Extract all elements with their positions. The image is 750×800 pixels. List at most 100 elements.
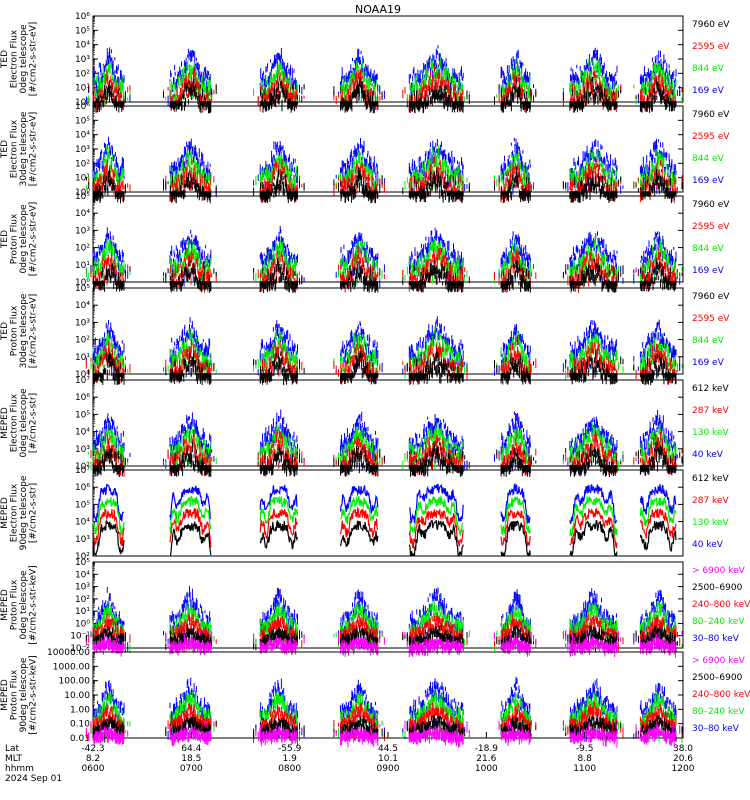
y-tick-label: 10⁻¹ xyxy=(70,632,90,642)
trace-4-4 xyxy=(404,720,470,748)
trace-7-0 xyxy=(639,484,677,516)
y-axis-label-line: TED xyxy=(0,322,10,341)
x-tick-mlt: 10.1 xyxy=(378,754,398,764)
y-axis-label-line: Proton Flux xyxy=(9,213,19,264)
y-axis-label: MEPEDElectron Flux0deg telescope[#/cm2-s… xyxy=(0,388,38,458)
trace-0-3 xyxy=(88,351,126,385)
legend-entry: 287 keV xyxy=(692,496,729,506)
trace-1-4 xyxy=(169,720,215,747)
trace-1-1 xyxy=(169,494,212,534)
y-axis-label: TEDElectron Flux30deg telescope[#/cm2-s-… xyxy=(0,111,38,186)
legend-entry: 80–240 keV xyxy=(692,617,745,627)
y-axis-label: TEDElectron Flux0deg telescope[#/cm2-s-s… xyxy=(0,22,38,97)
y-axis-label: MEPEDProton Flux0deg telescope[#/cm2-s-s… xyxy=(0,565,38,644)
y-tick-label: 10¹ xyxy=(75,84,90,94)
x-tick-lat: -42.3 xyxy=(81,744,104,754)
x-tick-mlt: 21.6 xyxy=(476,754,496,764)
trace-4-1 xyxy=(408,495,464,537)
y-tick-label: 10² xyxy=(75,244,90,254)
trace-3-4 xyxy=(333,722,381,748)
legend-entry: 30–80 keV xyxy=(692,724,740,734)
legend-entry: 240–800 keV xyxy=(692,690,750,700)
trace-6-4 xyxy=(562,630,622,658)
y-axis-label-line: 30deg telescope xyxy=(19,111,29,186)
x-tick-lat: -9.5 xyxy=(576,744,594,754)
trace-0-4 xyxy=(85,634,126,657)
legend-entry: 2595 eV xyxy=(692,222,730,232)
legend-entry: 2595 eV xyxy=(692,132,730,142)
trace-4-3 xyxy=(408,520,464,557)
y-axis-label-line: MEPED xyxy=(0,407,10,439)
y-axis-label-line: Electron Flux xyxy=(9,119,19,178)
y-axis-label-line: Electron Flux xyxy=(9,393,19,452)
trace-7-3 xyxy=(635,168,683,204)
y-tick-label: 10³ xyxy=(75,535,90,545)
trace-2-3 xyxy=(259,520,299,550)
legend-entry: 2595 eV xyxy=(692,314,730,324)
panel-frame xyxy=(92,287,684,375)
legend-entry: 2500–6900 xyxy=(692,673,743,683)
legend-entry: > 6900 keV xyxy=(692,656,746,666)
trace-1-0 xyxy=(169,485,212,521)
panel-frame xyxy=(92,195,684,283)
y-tick-label: 10⁶ xyxy=(75,483,90,493)
trace-5-3 xyxy=(494,355,534,385)
legend-entry: 80–240 keV xyxy=(692,707,745,717)
y-tick-label: 10⁴ xyxy=(75,518,90,528)
x-tick-mlt: 8.2 xyxy=(86,754,100,764)
trace-5-0 xyxy=(500,482,531,524)
y-tick-label: 10⁴ xyxy=(75,301,90,311)
trace-3-4 xyxy=(338,632,385,657)
legend-entry: 844 eV xyxy=(692,154,725,164)
y-axis-label-line: TED xyxy=(0,50,10,69)
trace-7-2 xyxy=(639,508,677,539)
y-tick-label: 1.00 xyxy=(70,705,90,715)
x-tick-hhmm: 1000 xyxy=(475,764,498,774)
y-tick-label: 10² xyxy=(75,159,90,169)
y-axis-label-line: TED xyxy=(0,140,10,159)
trace-4-3 xyxy=(404,348,468,385)
panel-frame xyxy=(92,469,684,557)
y-tick-label: 10⁵ xyxy=(75,558,90,568)
y-axis-label-line: Proton Flux xyxy=(9,305,19,356)
trace-7-1 xyxy=(639,496,677,527)
y-tick-label: 10³ xyxy=(75,145,90,155)
y-axis-label-line: Electron Flux xyxy=(9,483,19,542)
trace-7-3 xyxy=(639,520,677,552)
y-axis-label: TEDProton Flux0deg telescope[#/cm2-s-str… xyxy=(0,202,38,277)
trace-3-0 xyxy=(339,485,379,515)
y-tick-label: 10³ xyxy=(75,55,90,65)
y-axis-label-line: 0deg telescope xyxy=(19,570,29,640)
y-tick-label: 10² xyxy=(75,69,90,79)
legend-entry: 612 keV xyxy=(692,474,729,484)
legend-entry: 130 keV xyxy=(692,428,729,438)
legend-entry: 844 eV xyxy=(692,64,725,74)
legend-entry: 612 keV xyxy=(692,384,729,394)
trace-1-4 xyxy=(165,631,213,656)
trace-2-3 xyxy=(259,80,305,113)
trace-0-3 xyxy=(92,520,125,557)
y-tick-label: 10⁵ xyxy=(75,410,90,420)
y-tick-label: 10³ xyxy=(75,226,90,236)
y-tick-label: 0.01 xyxy=(70,734,90,744)
trace-5-3 xyxy=(496,447,537,477)
trace-2-3 xyxy=(257,446,303,477)
legend-entry: 169 eV xyxy=(692,86,725,96)
x-tick-hhmm: 1100 xyxy=(573,764,596,774)
trace-0-2 xyxy=(92,508,125,547)
y-axis-label-line: TED xyxy=(0,230,10,249)
y-tick-label: 10⁵ xyxy=(75,192,90,202)
legend-entry: 130 keV xyxy=(692,518,729,528)
y-tick-label: 10¹ xyxy=(75,174,90,184)
x-tick-lat: -55.9 xyxy=(278,744,302,754)
chart-title: NOAA19 xyxy=(355,3,401,16)
trace-1-3 xyxy=(169,521,212,556)
legend-entry: 7960 eV xyxy=(692,200,730,210)
y-tick-label: 10² xyxy=(75,336,90,346)
trace-4-3 xyxy=(402,167,470,203)
trace-3-3 xyxy=(340,261,381,293)
legend-entry: 169 eV xyxy=(692,358,725,368)
legend-entry: 7960 eV xyxy=(692,110,730,120)
trace-3-1 xyxy=(340,496,379,525)
